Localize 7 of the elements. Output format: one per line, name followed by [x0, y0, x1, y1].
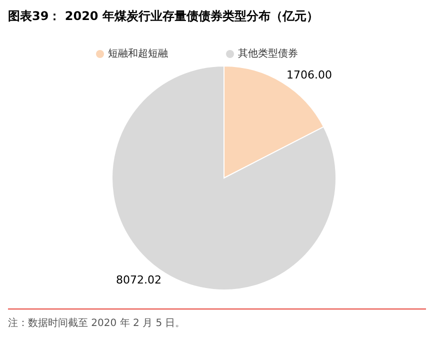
legend-label: 短融和超短融: [108, 48, 168, 60]
text: 注：数据时间截至 2020 年 2 月 5 日。: [8, 317, 186, 329]
legend-label: 其他类型债券: [238, 48, 298, 60]
data-label: 1706.00: [286, 68, 332, 82]
pie-slice: [112, 66, 336, 290]
chart-title: 图表39： 2020 年煤炭行业存量债债券类型分布（亿元）: [8, 9, 318, 23]
data-label: 8072.02: [116, 273, 162, 286]
